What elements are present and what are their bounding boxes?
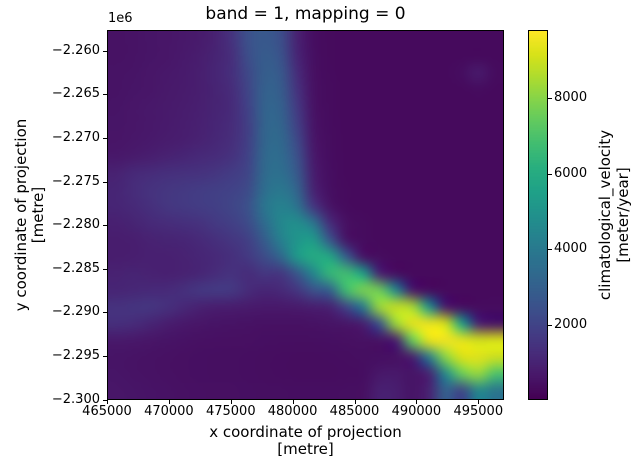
heatmap-image [108, 31, 503, 399]
x-tick-label: 485000 [329, 404, 380, 419]
y-tick-label: −2.300 [51, 391, 100, 407]
y-tick-mark [103, 399, 107, 401]
x-tick-mark [168, 400, 170, 404]
colorbar-tick-label: 6000 [554, 165, 588, 181]
x-tick-mark [230, 400, 232, 404]
x-axis-label-line1: x coordinate of projection [209, 423, 402, 441]
y-tick-label: −2.260 [51, 42, 100, 58]
y-axis-label: y coordinate of projection [metre] [12, 30, 47, 400]
y-tick-label: −2.295 [51, 347, 100, 363]
y-tick-mark [103, 268, 107, 270]
x-tick-mark [292, 400, 294, 404]
x-tick-label: 480000 [267, 404, 318, 419]
colorbar-label-line2: [meter/year] [614, 167, 632, 263]
x-tick-label: 475000 [205, 404, 256, 419]
y-tick-label: −2.280 [51, 217, 100, 233]
x-tick-label: 495000 [453, 404, 504, 419]
y-tick-mark [103, 225, 107, 227]
y-tick-label: −2.285 [51, 260, 100, 276]
x-tick-mark [354, 400, 356, 404]
colorbar [528, 30, 548, 400]
y-tick-label: −2.290 [51, 304, 100, 320]
colorbar-gradient [529, 31, 547, 399]
x-tick-label: 465000 [82, 404, 132, 419]
x-axis-label-line2: [metre] [277, 440, 334, 458]
colorbar-label-line1: climatological_velocity [596, 129, 614, 301]
colorbar-tick-mark [548, 173, 552, 175]
x-tick-mark [478, 400, 480, 404]
y-tick-label: −2.275 [51, 173, 100, 189]
y-axis-label-line2: [metre] [29, 186, 47, 244]
y-tick-label: −2.265 [51, 86, 100, 102]
y-tick-label: −2.270 [51, 129, 100, 145]
x-tick-mark [107, 400, 108, 404]
colorbar-tick-label: 4000 [554, 241, 588, 256]
x-tick-label: 490000 [391, 404, 442, 419]
colorbar-tick-mark [548, 249, 552, 250]
plot-title: band = 1, mapping = 0 [205, 4, 406, 24]
y-tick-mark [103, 50, 107, 52]
y-tick-mark [103, 94, 107, 96]
y-tick-mark [103, 355, 107, 357]
y-axis-offset-label: 1e6 [108, 11, 133, 26]
y-tick-mark [103, 181, 107, 183]
colorbar-tick-mark [548, 324, 552, 326]
colorbar-tick-mark [548, 98, 552, 99]
y-axis-label-line1: y coordinate of projection [12, 118, 30, 312]
x-tick-label: 470000 [144, 404, 194, 419]
plot-area [107, 30, 504, 400]
colorbar-label: climatological_velocity [meter/year] [596, 30, 632, 400]
x-axis-label: x coordinate of projection [metre] [107, 424, 504, 458]
colorbar-tick-label: 2000 [554, 316, 588, 332]
y-tick-mark [103, 137, 107, 139]
colorbar-tick-label: 8000 [554, 90, 588, 105]
y-tick-mark [103, 312, 107, 314]
x-tick-mark [416, 400, 418, 404]
